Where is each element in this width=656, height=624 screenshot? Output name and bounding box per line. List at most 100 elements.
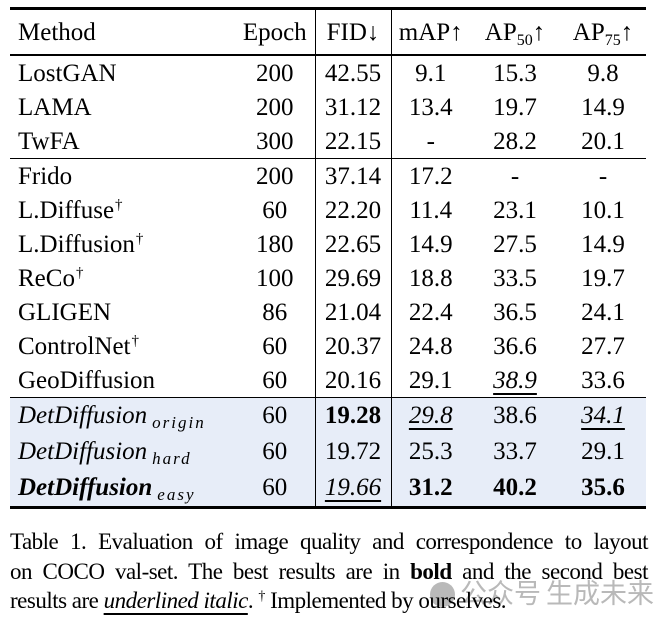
caption-line: Table 1. Evaluation of image quality and… xyxy=(10,527,649,557)
metric-value: 14.9 xyxy=(581,230,625,258)
cell-epoch: 60 xyxy=(235,193,316,227)
table-row: LAMA 200 31.12 13.4 19.7 14.9 xyxy=(10,90,646,124)
table-row: TwFA 300 22.15 - 28.2 20.1 xyxy=(10,124,646,159)
cell-map: 31.2 xyxy=(391,470,470,508)
cell-ap75: 33.6 xyxy=(560,363,646,398)
method-name: DetDiffusion xyxy=(18,437,148,465)
cell-ap50: 36.6 xyxy=(470,329,560,363)
table-row: L.Diffusion† 180 22.65 14.9 27.5 14.9 xyxy=(10,227,646,261)
cell-fid: 20.16 xyxy=(315,363,392,398)
cell-epoch: 86 xyxy=(235,295,316,329)
cell-ap75: 14.9 xyxy=(560,90,646,124)
table-row: GLIGEN 86 21.04 22.4 36.5 24.1 xyxy=(10,295,646,329)
caption-text-part: Implemented by ourselves. xyxy=(264,588,507,613)
baseline-row-group-2: Frido 200 37.14 17.2- - L.Diffuse† 60 22.20 11.4… xyxy=(10,158,646,398)
metric-value: 40.2 xyxy=(493,473,537,501)
method-name: GeoDiffusion xyxy=(18,366,156,394)
cell-ap50: 27.5 xyxy=(470,227,560,261)
col-header-ap50-subscript: 50 xyxy=(516,32,533,49)
epoch-value: 200 xyxy=(256,162,294,190)
metric-value: 19.72 xyxy=(324,437,382,465)
epoch-value: 100 xyxy=(256,264,294,292)
cell-method: GeoDiffusion xyxy=(10,363,235,398)
cell-ap50: 33.5 xyxy=(470,261,560,295)
method-name: LostGAN xyxy=(18,59,117,87)
cell-epoch: 60 xyxy=(235,329,316,363)
metric-value: 19.66 xyxy=(324,473,382,501)
method-name: TwFA xyxy=(18,127,80,155)
method-name: Frido xyxy=(18,162,73,190)
metric-value: 28.2 xyxy=(493,127,537,155)
metric-value: 15.3 xyxy=(493,59,537,87)
dagger-mark: † xyxy=(115,196,123,213)
epoch-value: 60 xyxy=(262,366,288,394)
method-name: ControlNet xyxy=(18,332,131,360)
cell-ap75: 14.9 xyxy=(560,227,646,261)
cell-map: 11.4 xyxy=(391,193,470,227)
cell-ap50: 38.9 xyxy=(470,363,560,398)
method-name: ReCo xyxy=(18,264,75,292)
cell-method: DetDiffusion origin xyxy=(10,398,235,435)
metric-value: 22.4 xyxy=(408,298,453,326)
cell-map: 17.2 xyxy=(391,159,470,194)
metric-value: 22.65 xyxy=(324,230,382,258)
table-header: Method Epoch FID↓ mAP↑ AP50↑ AP75↑ xyxy=(10,8,646,56)
metric-value: 33.5 xyxy=(493,264,537,292)
metric-value: - xyxy=(510,162,520,190)
table-row: GeoDiffusion 60 20.16 29.1 38.9 33.6 xyxy=(10,363,646,398)
cell-fid: 22.65 xyxy=(315,227,392,261)
cell-fid: 22.15 xyxy=(315,124,392,159)
watermark-account-label: 公众号 xyxy=(460,579,541,609)
caption-text-part: Table 1. Evaluation of image quality and… xyxy=(10,529,649,554)
caption-text-part: on COCO val-set. The best results are in xyxy=(10,558,411,584)
metric-value: 42.55 xyxy=(324,59,382,87)
cell-map: 13.4 xyxy=(391,90,470,124)
up-arrow-icon: ↑ xyxy=(620,19,634,46)
table-row: ControlNet† 60 20.37 24.8 36.6 27.7 xyxy=(10,329,646,363)
metric-value: 10.1 xyxy=(581,196,625,224)
col-header-map: mAP↑ xyxy=(391,9,470,56)
metric-value: 35.6 xyxy=(581,473,625,501)
metric-value: 31.2 xyxy=(408,473,453,501)
header-row: Method Epoch FID↓ mAP↑ AP50↑ AP75↑ xyxy=(10,8,646,56)
cell-ap50: 40.2 xyxy=(470,470,560,508)
col-header-ap75-subscript: 75 xyxy=(604,32,621,49)
metric-value: 38.6 xyxy=(493,401,537,429)
table-row: DetDiffusion easy 60 19.66 31.2 40.2 35.6 xyxy=(10,470,646,508)
method-variant-subscript: easy xyxy=(157,484,196,504)
watermark-logo-icon xyxy=(430,582,455,607)
metric-value: 14.9 xyxy=(408,230,453,258)
method-name: LAMA xyxy=(18,93,92,121)
col-header-epoch: Epoch xyxy=(235,8,316,55)
table-row: L.Diffuse† 60 22.20 11.4 23.1 10.1 xyxy=(10,193,646,227)
caption-text-part: results are xyxy=(10,588,104,613)
epoch-value: 86 xyxy=(262,298,288,326)
cell-ap75: 27.7 xyxy=(560,329,646,363)
cell-fid: 19.28 xyxy=(315,397,392,434)
metric-value: 22.20 xyxy=(324,196,382,224)
cell-ap75: - xyxy=(560,159,646,194)
epoch-value: 60 xyxy=(262,437,288,465)
metric-value: 27.5 xyxy=(493,230,537,258)
cell-ap75: 34.1 xyxy=(560,398,646,435)
cell-map: 9.1 xyxy=(391,55,470,90)
epoch-value: 200 xyxy=(256,59,294,87)
caption-text-part: . xyxy=(247,588,259,613)
cell-fid: 22.20 xyxy=(315,193,392,227)
metric-value: 9.8 xyxy=(587,59,619,87)
cell-ap50: 15.3 xyxy=(470,55,560,90)
epoch-value: 60 xyxy=(262,401,288,429)
cell-ap75: 29.1 xyxy=(560,434,646,470)
cell-method: LostGAN xyxy=(10,55,235,90)
cell-fid: 31.12 xyxy=(315,90,392,124)
col-header-fid: FID↓ xyxy=(315,8,392,55)
cell-method: TwFA xyxy=(10,124,235,159)
cell-epoch: 180 xyxy=(235,227,316,261)
metric-value: 13.4 xyxy=(408,93,453,121)
cell-ap50: 33.7 xyxy=(470,434,560,470)
caption-line: results are underlined italic. † Impleme… xyxy=(10,586,648,616)
cell-epoch: 200 xyxy=(235,90,316,124)
metric-value: 29.1 xyxy=(581,437,625,465)
cell-fid: 21.04 xyxy=(315,295,392,329)
cell-ap50: 36.5 xyxy=(470,295,560,329)
